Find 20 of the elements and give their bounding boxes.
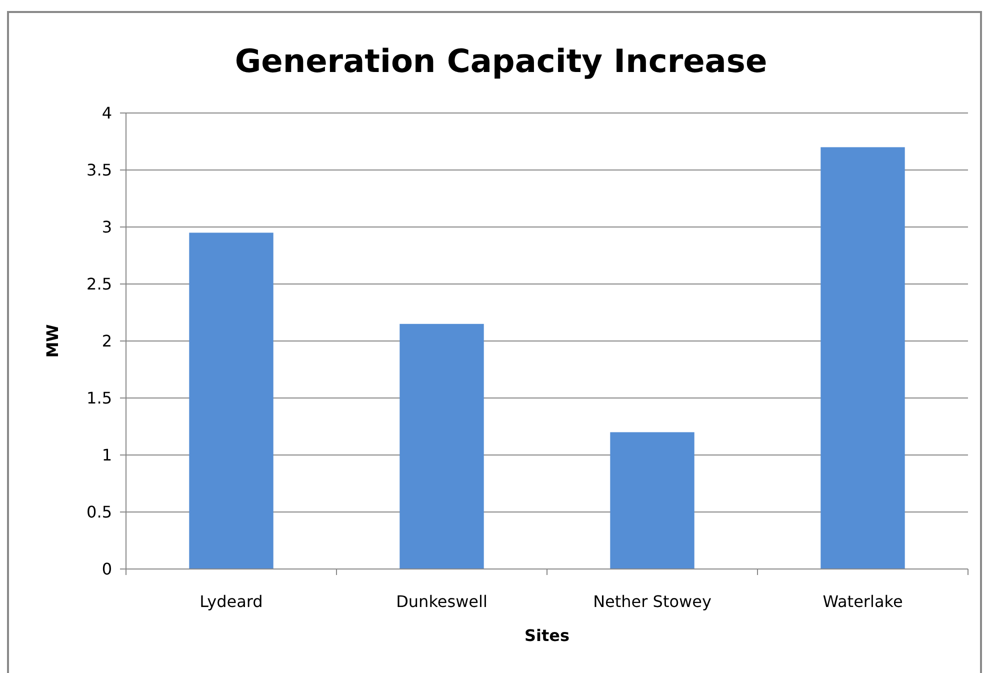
x-tick-label: Lydeard xyxy=(200,592,263,611)
y-tick-label: 3.5 xyxy=(86,160,112,180)
y-tick-label: 0 xyxy=(102,560,112,579)
bar xyxy=(820,147,905,569)
y-tick-label: 0.5 xyxy=(86,502,112,522)
x-tick-label: Dunkeswell xyxy=(396,592,488,611)
bar xyxy=(189,232,274,569)
y-tick-label: 1 xyxy=(102,446,112,465)
bar xyxy=(610,432,694,569)
y-axis-title: MW xyxy=(43,324,62,358)
bar xyxy=(400,324,484,569)
y-tick-label: 1.5 xyxy=(86,388,112,408)
x-tick-label: Waterlake xyxy=(822,592,903,611)
y-tick-label: 2.5 xyxy=(86,274,112,294)
y-tick-label: 3 xyxy=(102,218,112,237)
y-tick-label: 2 xyxy=(102,332,112,351)
x-axis-title: Sites xyxy=(524,626,570,645)
x-tick-label: Nether Stowey xyxy=(593,592,712,611)
chart-title: Generation Capacity Increase xyxy=(234,42,768,80)
y-tick-label: 4 xyxy=(102,104,112,123)
